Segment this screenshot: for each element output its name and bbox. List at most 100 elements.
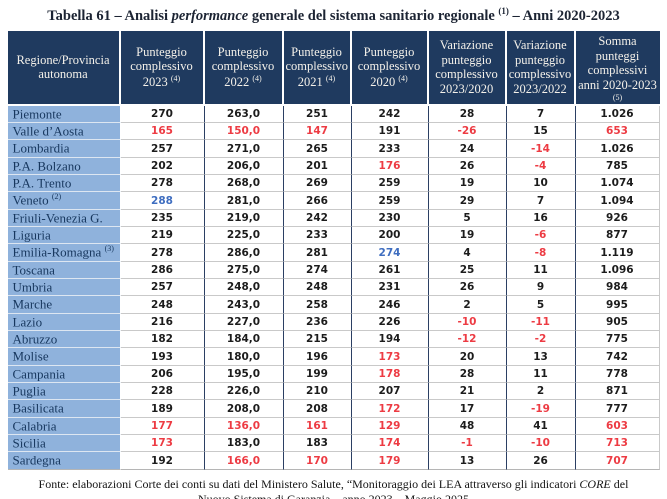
region-label: P.A. Trento (12, 175, 72, 191)
region-label: Sicilia (12, 435, 46, 451)
col-header-label: Punteggio complessivo 2020 (357, 44, 421, 90)
table-cell-punteggio-2020: 261 (351, 261, 429, 280)
col-header-label: Variazione punteggio complessivo 2023/20… (435, 37, 498, 97)
table-row: Sicilia 173 183,0 183 174 -1 -10 713 (7, 435, 660, 453)
table-cell-punteggio-2020: 207 (351, 383, 429, 401)
table-cell-punteggio-2020: 179 (351, 452, 429, 470)
title-text-3: – Anni 2020-2023 (508, 7, 620, 24)
region-cell: Liguria (7, 227, 121, 245)
table-cell-punteggio-2021: 183 (283, 435, 352, 453)
table-cell-variazione-2023-2022: 13 (506, 348, 576, 366)
col-header-variazione-2023-2020: Variazione punteggio complessivo 2023/20… (428, 30, 507, 106)
table-cell-punteggio-2021: 236 (283, 313, 352, 332)
table-cell-punteggio-2022: 263,0 (204, 105, 284, 124)
table-row: Lazio 216 227,0 236 226 -10 -11 905 (7, 313, 660, 332)
region-cell: Molise (7, 348, 121, 366)
table-cell-punteggio-2023: 173 (120, 435, 205, 453)
table-cell-variazione-2023-2020: 26 (428, 157, 507, 176)
region-cell: Piemonte (7, 105, 121, 124)
col-header-punteggio-2022: Punteggio complessivo 2022 (4) (204, 30, 284, 106)
col-header-punteggio-2021: Punteggio complessivo 2021 (4) (283, 30, 352, 106)
table-cell-punteggio-2020: 259 (351, 192, 429, 210)
table-cell-somma: 603 (575, 417, 660, 436)
region-cell: Toscana (7, 261, 121, 280)
region-cell: Friuli-Venezia G. (7, 209, 121, 228)
region-cell: Umbria (7, 279, 121, 297)
table-cell-punteggio-2020: 191 (351, 123, 429, 141)
region-label: Lombardia (12, 140, 70, 156)
table-cell-variazione-2023-2020: 13 (428, 452, 507, 470)
table-cell-somma: 995 (575, 296, 660, 314)
table-cell-variazione-2023-2020: 21 (428, 383, 507, 401)
table-cell-punteggio-2022: 243,0 (204, 296, 284, 314)
table-cell-punteggio-2023: 219 (120, 227, 205, 245)
region-label: Veneto (12, 192, 52, 208)
table-cell-somma: 1.119 (575, 244, 660, 262)
table-cell-variazione-2023-2022: 41 (506, 417, 576, 436)
col-header-label: Somma punteggi complessivi anni 2020-202… (578, 33, 657, 93)
region-label: Puglia (12, 383, 46, 399)
table-cell-punteggio-2023: 257 (120, 279, 205, 297)
table-cell-punteggio-2020: 274 (351, 244, 429, 262)
region-footnote-marker: (3) (104, 244, 114, 254)
table-cell-variazione-2023-2022: 15 (506, 123, 576, 141)
region-label: Toscana (12, 262, 55, 278)
table-cell-punteggio-2023: 270 (120, 105, 205, 124)
table-cell-somma: 713 (575, 435, 660, 453)
table-cell-punteggio-2023: 288 (120, 192, 205, 210)
region-label: P.A. Bolzano (12, 158, 81, 174)
region-cell: Valle d’Aosta (7, 123, 121, 141)
table-cell-variazione-2023-2020: 2 (428, 296, 507, 314)
table-cell-punteggio-2020: 129 (351, 417, 429, 436)
region-cell: Veneto (2) (7, 192, 121, 210)
table-cell-variazione-2023-2020: 17 (428, 400, 507, 418)
table-cell-variazione-2023-2022: 2 (506, 383, 576, 401)
table-row: Toscana 286 275,0 274 261 25 11 1.096 (7, 261, 660, 280)
region-cell: Sardegna (7, 452, 121, 470)
region-label: Marche (12, 296, 53, 312)
col-header-label: Punteggio complessivo 2022 (211, 44, 275, 90)
table-cell-punteggio-2021: 201 (283, 157, 352, 176)
region-cell: Calabria (7, 417, 121, 436)
table-cell-variazione-2023-2022: -4 (506, 157, 576, 176)
table-cell-punteggio-2023: 278 (120, 175, 205, 193)
table-cell-variazione-2023-2022: -11 (506, 313, 576, 332)
table-row: P.A. Bolzano 202 206,0 201 176 26 -4 785 (7, 157, 660, 176)
region-footnote-marker: (2) (51, 192, 62, 202)
table-cell-punteggio-2022: 227,0 (204, 313, 284, 332)
table-cell-variazione-2023-2020: -26 (428, 123, 507, 141)
table-cell-punteggio-2022: 225,0 (204, 227, 284, 245)
table-cell-variazione-2023-2020: 19 (428, 227, 507, 245)
table-cell-punteggio-2023: 248 (120, 296, 205, 314)
table-row: Molise 193 180,0 196 173 20 13 742 (7, 348, 660, 366)
table-cell-punteggio-2022: 206,0 (204, 157, 284, 176)
region-label: Valle d’Aosta (12, 123, 84, 139)
table-cell-variazione-2023-2020: 28 (428, 365, 507, 384)
region-cell: Basilicata (7, 400, 121, 418)
table-cell-variazione-2023-2022: -8 (506, 244, 576, 262)
table-cell-punteggio-2022: 180,0 (204, 348, 284, 366)
region-label: Umbria (12, 279, 53, 295)
table-cell-punteggio-2021: 196 (283, 348, 352, 366)
table-cell-variazione-2023-2022: 26 (506, 452, 576, 470)
table-cell-punteggio-2020: 259 (351, 175, 429, 193)
table-cell-punteggio-2021: 274 (283, 261, 352, 280)
table-cell-punteggio-2023: 202 (120, 157, 205, 176)
header-row: Regione/Provincia autonoma Punteggio com… (7, 30, 660, 106)
table-row: Puglia 228 226,0 210 207 21 2 871 (7, 383, 660, 401)
region-cell: Abruzzo (7, 331, 121, 349)
table-cell-punteggio-2020: 176 (351, 157, 429, 176)
table-cell-punteggio-2023: 177 (120, 417, 205, 436)
table-cell-punteggio-2022: 150,0 (204, 123, 284, 141)
table-cell-punteggio-2023: 278 (120, 244, 205, 262)
table-cell-variazione-2023-2022: 11 (506, 365, 576, 384)
table-cell-variazione-2023-2020: 48 (428, 417, 507, 436)
region-cell: P.A. Trento (7, 175, 121, 193)
region-cell: Campania (7, 365, 121, 384)
table-cell-punteggio-2021: 281 (283, 244, 352, 262)
source-text-2: del Nuovo Sistema di Garanzia – anno 202… (198, 476, 629, 499)
col-header-label: Variazione punteggio complessivo 2023/20… (508, 37, 572, 97)
table-cell-punteggio-2021: 242 (283, 209, 352, 228)
table-cell-punteggio-2021: 269 (283, 175, 352, 193)
table-cell-punteggio-2023: 235 (120, 209, 205, 228)
